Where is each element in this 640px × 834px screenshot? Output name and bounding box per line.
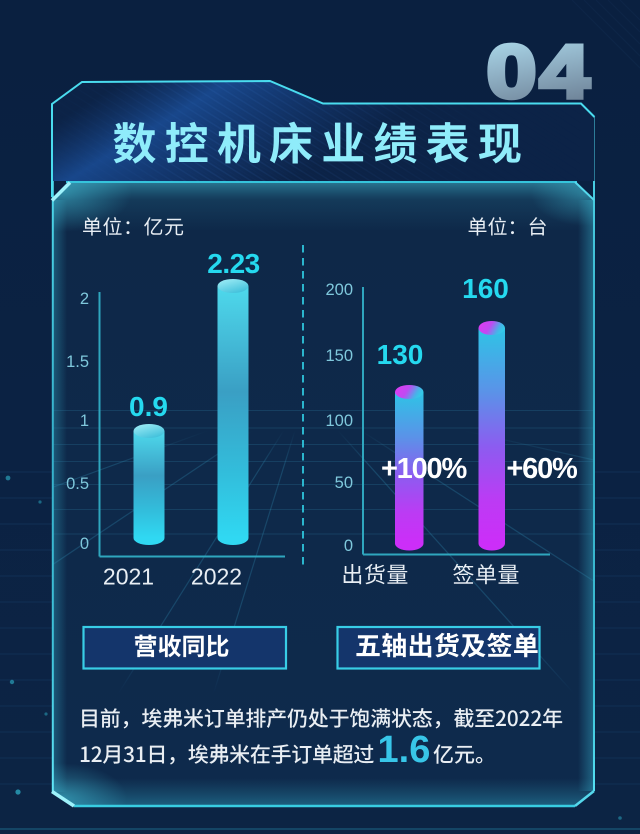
svg-text:2021: 2021	[103, 564, 154, 590]
svg-text:04: 04	[487, 30, 593, 114]
svg-text:150: 150	[325, 347, 353, 365]
svg-text:0: 0	[344, 537, 353, 555]
svg-text:200: 200	[325, 281, 353, 299]
svg-text:+100%: +100%	[381, 453, 468, 485]
svg-text:0: 0	[80, 535, 89, 553]
svg-text:1.5: 1.5	[66, 353, 89, 371]
svg-text:130: 130	[377, 339, 424, 370]
svg-text:1.6: 1.6	[378, 729, 431, 771]
svg-text:50: 50	[335, 474, 353, 492]
svg-text:0.9: 0.9	[129, 391, 168, 422]
svg-text:2: 2	[80, 290, 89, 308]
svg-text:160: 160	[462, 273, 509, 304]
svg-text:+60%: +60%	[506, 453, 578, 485]
svg-text:100: 100	[325, 412, 353, 430]
svg-text:2022: 2022	[191, 564, 242, 590]
svg-text:2.23: 2.23	[207, 248, 260, 279]
svg-text:0.5: 0.5	[66, 475, 89, 493]
svg-text:1: 1	[80, 412, 89, 430]
